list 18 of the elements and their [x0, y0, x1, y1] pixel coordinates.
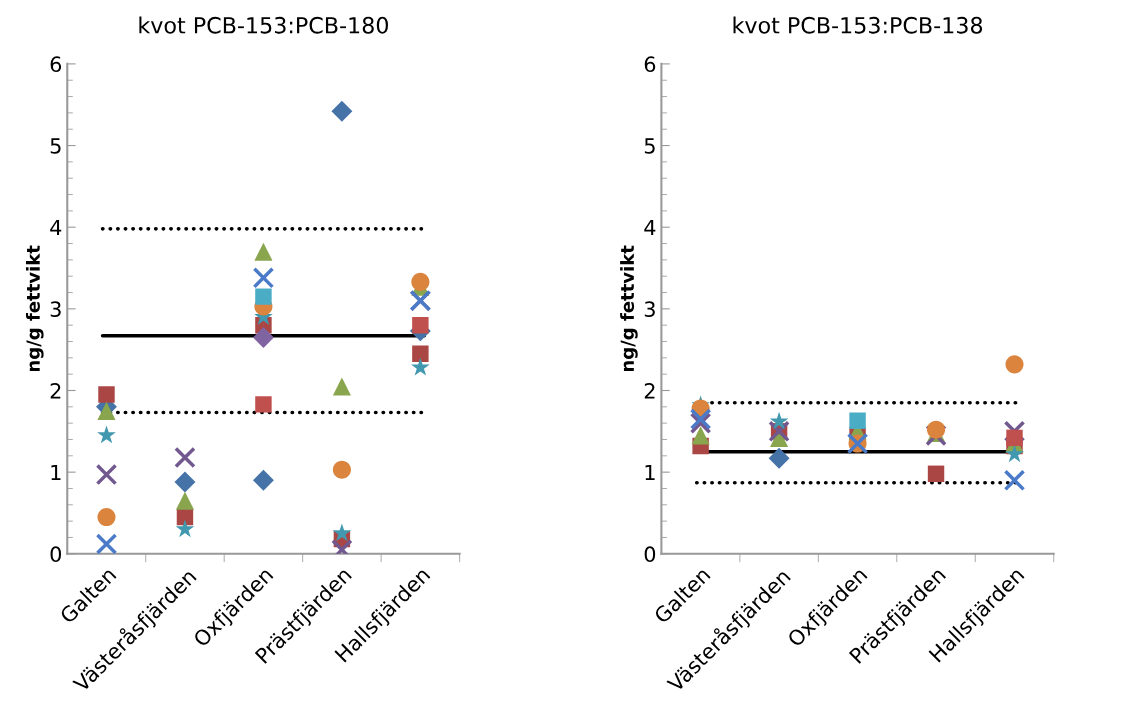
y-tick-label: 6	[644, 56, 656, 73]
y-tick-label: 4	[644, 219, 656, 236]
y-tick-label: 3	[644, 301, 655, 318]
y-tick-label: 1	[645, 464, 655, 481]
y-tick-label: 0	[644, 546, 656, 563]
y-tick-label: 2	[50, 382, 61, 399]
y-tick-label: 5	[644, 138, 655, 154]
chart-title: kvot PCB-153:PCB-180	[139, 16, 388, 34]
y-tick-label: 3	[50, 301, 61, 318]
y-tick-label: 4	[50, 219, 62, 236]
y-tick-label: 1	[51, 464, 61, 481]
y-axis-title: ng/g fettvikt	[620, 245, 638, 372]
y-tick-label: 0	[50, 546, 62, 563]
y-tick-label: 2	[644, 382, 655, 399]
y-tick-label: 6	[50, 56, 62, 73]
y-tick-label: 5	[50, 138, 61, 154]
y-axis-title: ng/g fettvikt	[25, 245, 44, 372]
chart-title: kvot PCB-153:PCB-138	[733, 16, 983, 34]
